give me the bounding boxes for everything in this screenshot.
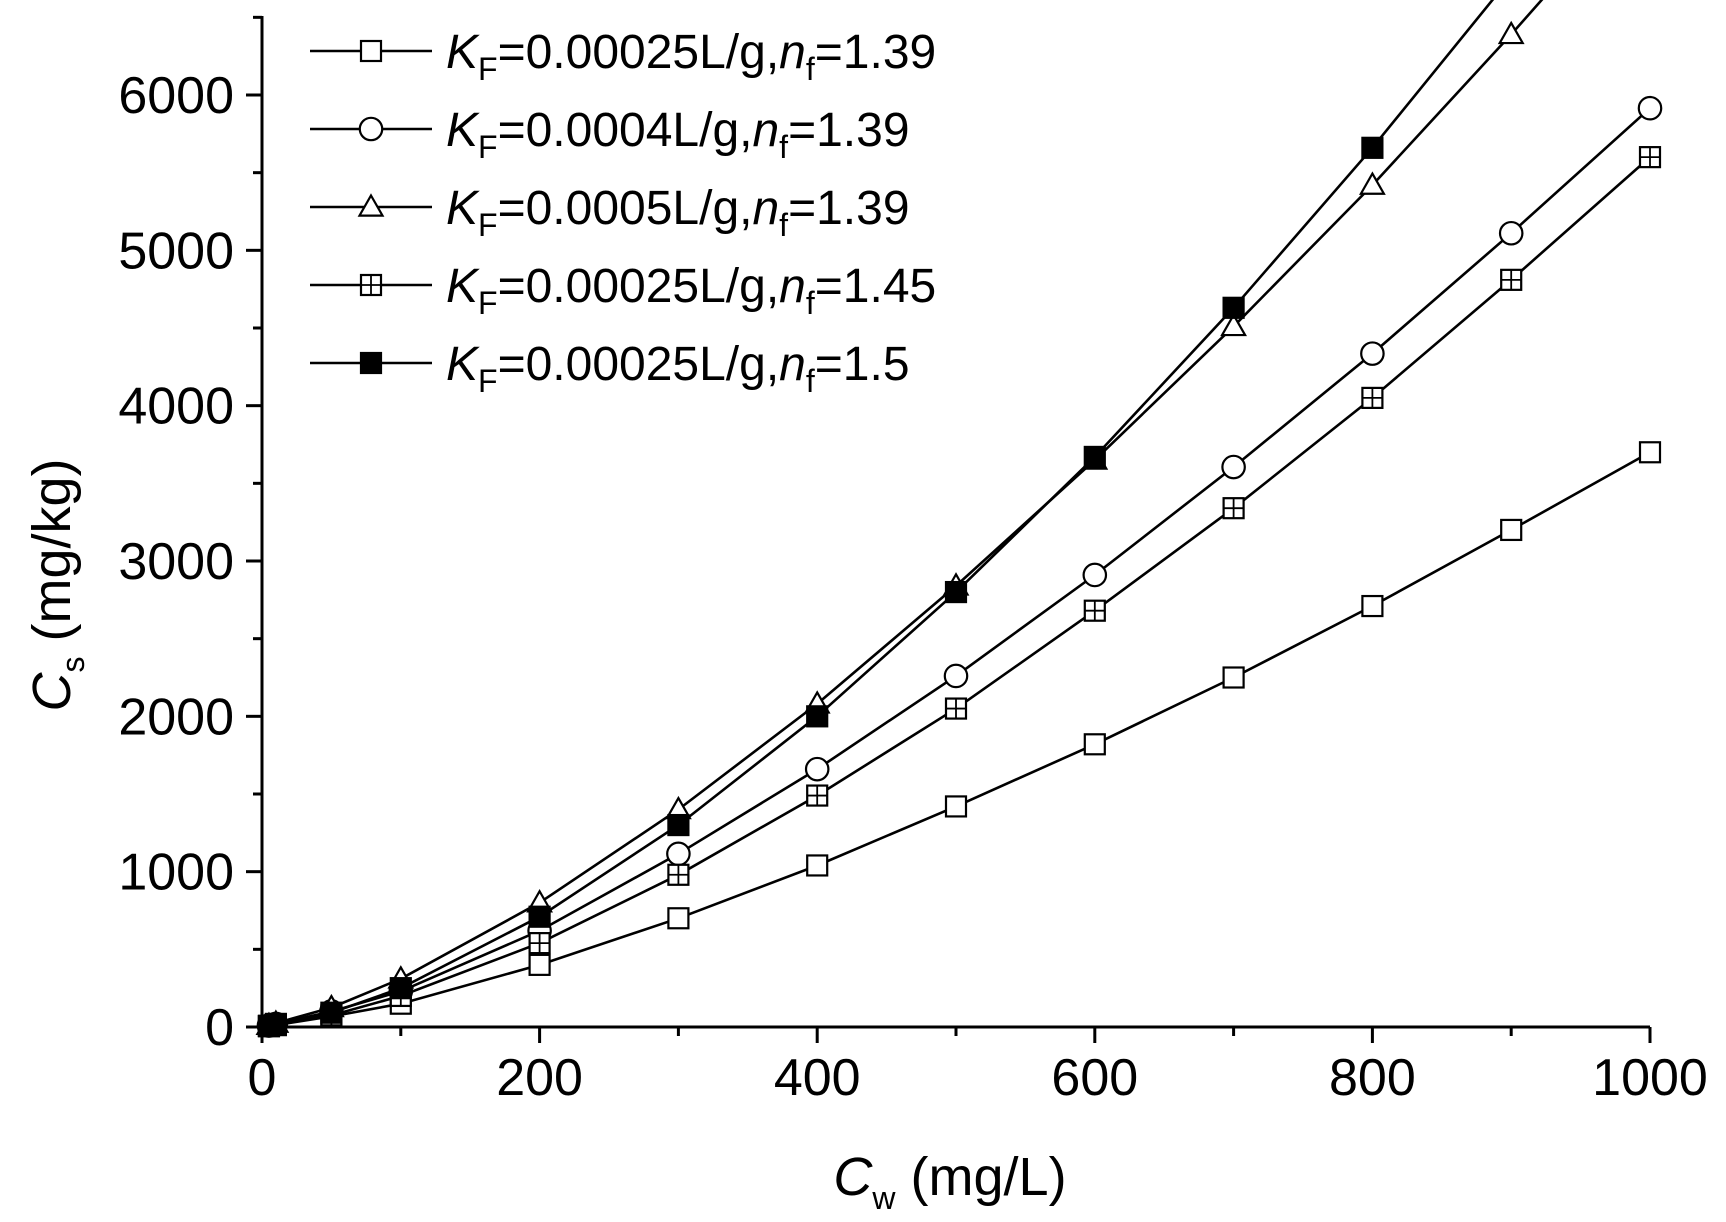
series-5 [257,0,1495,1037]
data-point [1359,171,1386,195]
y-tick-label: 3000 [118,533,234,591]
legend-marker [359,39,383,63]
data-point [944,795,968,818]
data-point [1500,518,1523,542]
x-tick-label: 0 [248,1049,277,1107]
data-point [666,841,691,867]
legend-label: KF=0.00025L/g,nf=1.39 [446,26,936,87]
legend-item: KF=0.00025L/g,nf=1.5 [310,338,910,399]
data-point [1637,95,1663,121]
x-tick-label: 800 [1329,1049,1416,1107]
legend-marker [358,116,384,142]
data-point [1082,562,1108,588]
data-point [528,953,551,976]
y-tick-label: 1000 [118,844,234,902]
data-point [1083,733,1106,756]
series-1 [257,441,1662,1038]
legend-item: KF=0.00025L/g,nf=1.45 [310,260,936,321]
data-point [1498,220,1524,246]
x-tick-label: 600 [1051,1049,1138,1107]
data-point [320,1001,343,1024]
data-point [264,1012,287,1035]
data-point [528,932,551,955]
legend-marker [359,273,383,297]
legend-item: KF=0.00025L/g,nf=1.39 [310,26,936,87]
data-point [1083,599,1106,622]
data-point [667,813,690,837]
legend-label: KF=0.00025L/g,nf=1.5 [446,338,910,399]
data-point [1221,454,1246,480]
series-2 [256,95,1663,1038]
legend-marker [359,351,383,375]
data-point [1497,20,1525,45]
legend-label: KF=0.00025L/g,nf=1.45 [446,260,936,321]
y-tick-label: 0 [205,999,234,1057]
data-point [806,784,829,807]
series-line [268,451,1651,1028]
data-point [1361,136,1384,159]
data-point [528,905,551,928]
data-point [1500,268,1523,291]
legend-label: KF=0.0004L/g,nf=1.39 [446,104,910,165]
y-tick-label: 4000 [118,378,234,436]
axes: 0 200 400 600 800 1000 0 1000 2000 3000 4000 5000 60… [118,15,1708,1107]
data-point [1638,441,1662,464]
x-tick-label: 1000 [1592,1049,1708,1107]
data-point [806,854,829,877]
data-point [1360,341,1385,366]
data-point [804,756,830,782]
data-point [667,907,690,930]
x-tick-label: 200 [496,1049,583,1107]
data-point [944,697,968,720]
data-point [1361,594,1384,618]
data-point [1638,146,1662,169]
y-tick-label: 2000 [118,688,234,746]
data-point [806,705,829,728]
data-point [389,977,412,1000]
legend-label: KF=0.0005L/g,nf=1.39 [446,182,910,243]
legend-marker [357,193,385,217]
data-point [667,863,690,886]
data-point [1220,312,1247,337]
data-point [1083,445,1106,469]
data-point [1222,666,1245,689]
data-point [943,663,969,689]
data-point [1361,386,1384,409]
data-point [944,580,968,604]
legend: KF=0.00025L/g,nf=1.39 KF=0.0004L/g,nf=1.3… [310,26,936,399]
y-tick-label: 6000 [118,67,234,125]
data-point [1222,497,1245,520]
x-axis-title: Cw (mg/L) [833,1147,1066,1216]
y-tick-label: 5000 [118,222,234,280]
legend-item: KF=0.0004L/g,nf=1.39 [310,104,910,165]
data-point [1222,296,1245,319]
x-tick-label: 400 [774,1049,861,1107]
series-group [255,0,1663,1038]
y-axis-title: Cs (mg/kg) [22,458,91,711]
legend-item: KF=0.0005L/g,nf=1.39 [310,182,910,243]
